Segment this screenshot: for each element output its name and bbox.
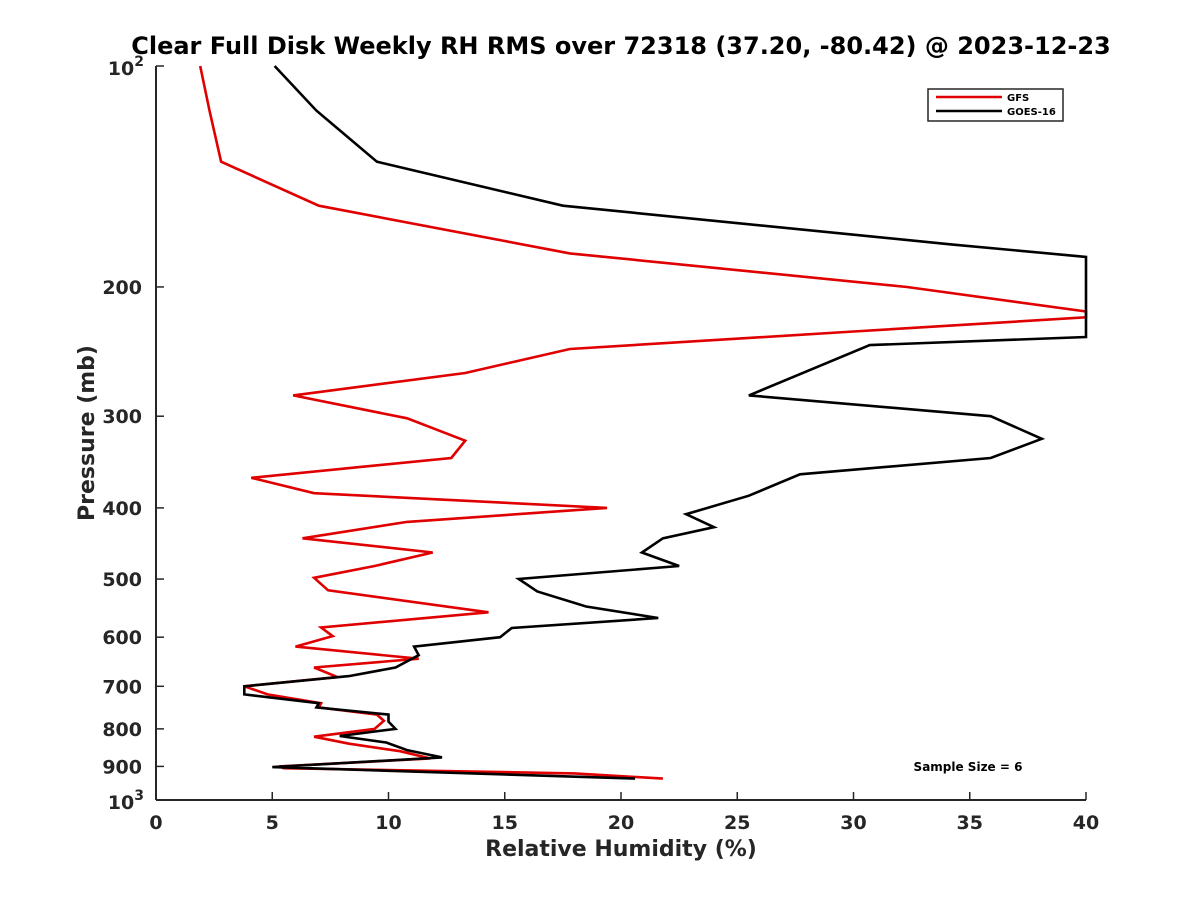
sample-size-annotation: Sample Size = 6 — [914, 760, 1023, 774]
x-tick-label: 25 — [724, 812, 750, 834]
x-tick-label: 10 — [375, 812, 401, 834]
y-axis-label: Pressure (mb) — [75, 345, 100, 521]
y-tick-label: 500 — [102, 569, 142, 591]
y-tick-label: 300 — [102, 406, 142, 428]
series-line-goes16 — [243, 65, 1088, 780]
x-axis-ticks: 0 5 10 15 20 25 30 35 40 — [149, 792, 1099, 834]
y-tick-label: 102 — [108, 54, 144, 80]
x-axis-label: Relative Humidity (%) — [485, 837, 757, 862]
y-tick-label: 900 — [102, 756, 142, 778]
y-tick-label: 600 — [102, 627, 142, 649]
legend: GFS GOES-16 — [927, 88, 1064, 122]
legend-label-gfs: GFS — [1007, 93, 1029, 104]
y-tick-label: 800 — [102, 719, 142, 741]
x-tick-label: 40 — [1073, 812, 1099, 834]
chart-title: Clear Full Disk Weekly RH RMS over 72318… — [131, 32, 1111, 60]
x-tick-label: 20 — [608, 812, 634, 834]
y-tick-label: 700 — [102, 676, 142, 698]
y-tick-label: 103 — [108, 788, 144, 814]
series-line-gfs — [198, 65, 1088, 780]
plot-lines — [198, 65, 1088, 780]
legend-box — [927, 88, 1064, 122]
x-tick-label: 30 — [840, 812, 866, 834]
y-tick-label: 400 — [102, 498, 142, 520]
x-tick-label: 5 — [266, 812, 279, 834]
legend-label-goes16: GOES-16 — [1007, 107, 1056, 118]
y-tick-label: 200 — [102, 277, 142, 299]
y-axis-ticks: 102 200 300 400 500 600 700 800 900 103 — [102, 54, 164, 814]
x-tick-label: 0 — [149, 812, 162, 834]
x-tick-label: 15 — [492, 812, 518, 834]
x-tick-label: 35 — [957, 812, 983, 834]
